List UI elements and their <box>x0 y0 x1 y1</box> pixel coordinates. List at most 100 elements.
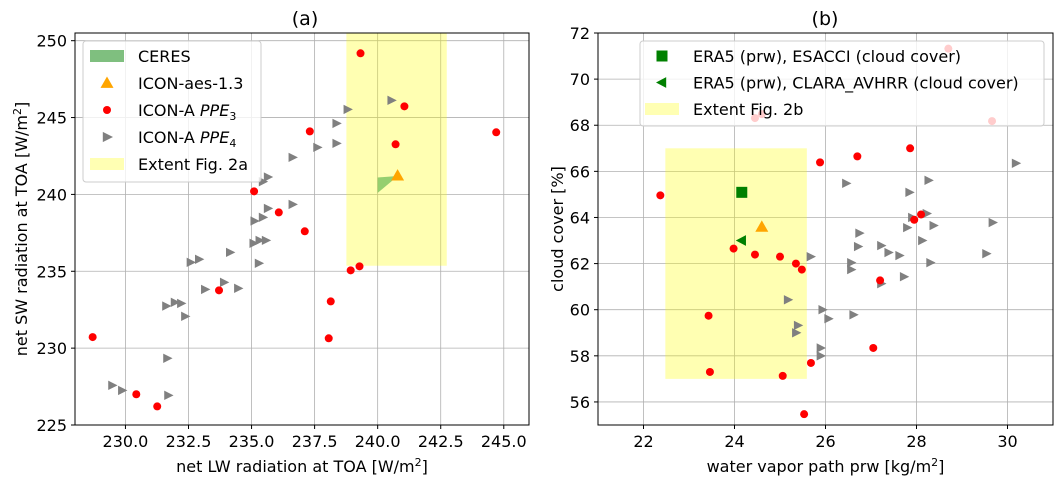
legend-label-text: ERA5 (prw), CLARA_AVHRR (cloud cover) <box>693 74 1019 94</box>
ppe3-point <box>816 158 825 167</box>
legend-label: ERA5 (prw), CLARA_AVHRR (cloud cover) <box>693 74 1019 94</box>
ppe3-point <box>729 244 738 253</box>
icon-aes-point <box>391 169 405 181</box>
ppe4-point <box>162 301 172 311</box>
ppe4-point <box>924 175 934 186</box>
y-tick-label: 250 <box>36 32 67 51</box>
x-tick-label: 240.0 <box>355 432 401 451</box>
ppe4-point <box>988 217 998 228</box>
ppe4-point <box>905 187 915 198</box>
legend: ERA5 (prw), ESACCI (cloud cover) ERA5 (pr… <box>639 40 1045 127</box>
extent-rect <box>665 148 807 379</box>
ppe3-point <box>132 390 141 399</box>
legend-label: Extent Fig. 2a <box>138 155 248 174</box>
y-axis-label: cloud cover [%] <box>548 166 567 292</box>
y-tick-label: 64 <box>570 208 590 227</box>
era5-esacci-point <box>736 186 748 198</box>
ppe4-point <box>201 284 211 295</box>
x-label-text: net LW radiation at TOA [W/m <box>176 457 415 476</box>
ppe4-point <box>783 295 794 305</box>
ppe4-point <box>847 257 857 268</box>
ppe4-point <box>250 216 260 226</box>
ppe3-point <box>704 311 713 320</box>
ppe3-point <box>250 187 259 196</box>
ppe4-point <box>895 250 905 261</box>
ppe3-point <box>869 343 878 352</box>
legend-box <box>639 40 1045 127</box>
ppe4-point <box>170 297 181 308</box>
ppe4-point <box>853 241 864 252</box>
ppe4-point <box>926 257 936 268</box>
panel-b: 22 24 26 28 30 56 58 60 62 64 66 68 70 72 (b) water vap… <box>548 8 1054 476</box>
legend-label-italic: PPE <box>200 128 230 147</box>
legend-marker-patch <box>90 50 124 62</box>
ppe4-point <box>884 247 894 258</box>
x-tick-label: 26 <box>815 432 835 451</box>
ppe4-point <box>288 199 298 210</box>
ppe3-point <box>853 152 862 161</box>
ppe4-point <box>332 138 342 149</box>
y-tick-label: 240 <box>36 185 67 204</box>
ppe3-point <box>791 259 800 268</box>
ppe3-point <box>797 265 806 274</box>
ppe4-point <box>261 235 272 246</box>
ppe4-point <box>226 247 236 258</box>
y-label-end: ] <box>12 102 31 108</box>
legend-label: ERA5 (prw), ESACCI (cloud cover) <box>693 47 961 66</box>
x-tick-label: 235.0 <box>229 432 275 451</box>
y-tick-label: 58 <box>570 347 590 366</box>
ppe3-point <box>346 266 355 275</box>
ppe4-point <box>194 254 205 264</box>
legend-marker-triangle-right <box>102 131 113 143</box>
ppe3-point <box>800 410 809 419</box>
ppe4-point <box>343 104 353 115</box>
legend-label-text: ICON-A <box>138 128 200 147</box>
legend-box <box>82 40 262 183</box>
ppe3-point <box>806 358 815 367</box>
y-tick-label: 60 <box>570 301 590 320</box>
y-tick-label: 235 <box>36 262 67 281</box>
ppe4-point <box>1011 158 1022 168</box>
x-label-end: ] <box>422 457 428 476</box>
ppe4-point <box>249 238 259 248</box>
ppe3-point <box>400 102 409 111</box>
ppe4-point <box>824 314 834 324</box>
x-axis-label: net LW radiation at TOA [W/m2] <box>176 456 428 476</box>
x-tick-label: 232.5 <box>166 432 212 451</box>
legend-label-sub: 3 <box>229 110 236 123</box>
ppe4-point <box>219 277 230 288</box>
era5-clara-point <box>735 235 746 246</box>
legend-label-text: Extent Fig. 2a <box>138 155 248 174</box>
x-tick-label: 245.0 <box>481 432 527 451</box>
ppe3-point <box>326 297 335 306</box>
y-tick-label: 230 <box>36 339 67 358</box>
y-tick-label: 70 <box>570 70 590 89</box>
ppe3-point <box>876 276 885 285</box>
y-label-text: cloud cover [%] <box>548 166 567 292</box>
legend-label-sub: 4 <box>229 137 236 150</box>
axes-frame <box>74 32 530 426</box>
ppe4-point <box>254 258 265 268</box>
axes-frame <box>597 32 1054 426</box>
y-tick-label: 245 <box>36 109 67 128</box>
legend-label: ICON-A PPE4 <box>138 128 236 150</box>
panel-title: (a) <box>292 8 318 30</box>
icon-aes-point <box>755 220 769 232</box>
x-label-sup: 2 <box>931 456 938 469</box>
ppe4-point <box>792 328 802 338</box>
x-tick-label: 24 <box>724 432 744 451</box>
ppe3-point <box>305 127 314 136</box>
ppe4-point <box>177 298 187 309</box>
ppe3-point <box>355 262 364 271</box>
y-tick-label: 62 <box>570 255 590 274</box>
x-tick-label: 242.5 <box>418 432 464 451</box>
ppe3-point <box>88 333 97 342</box>
ppe3-point <box>776 252 784 261</box>
ppe3-point <box>778 371 787 380</box>
ppe4-point <box>258 212 269 222</box>
ppe3-point <box>906 144 915 153</box>
legend-label-italic: PPE <box>200 101 230 120</box>
ppe4-point <box>855 228 865 238</box>
ppe4-point <box>181 311 191 321</box>
